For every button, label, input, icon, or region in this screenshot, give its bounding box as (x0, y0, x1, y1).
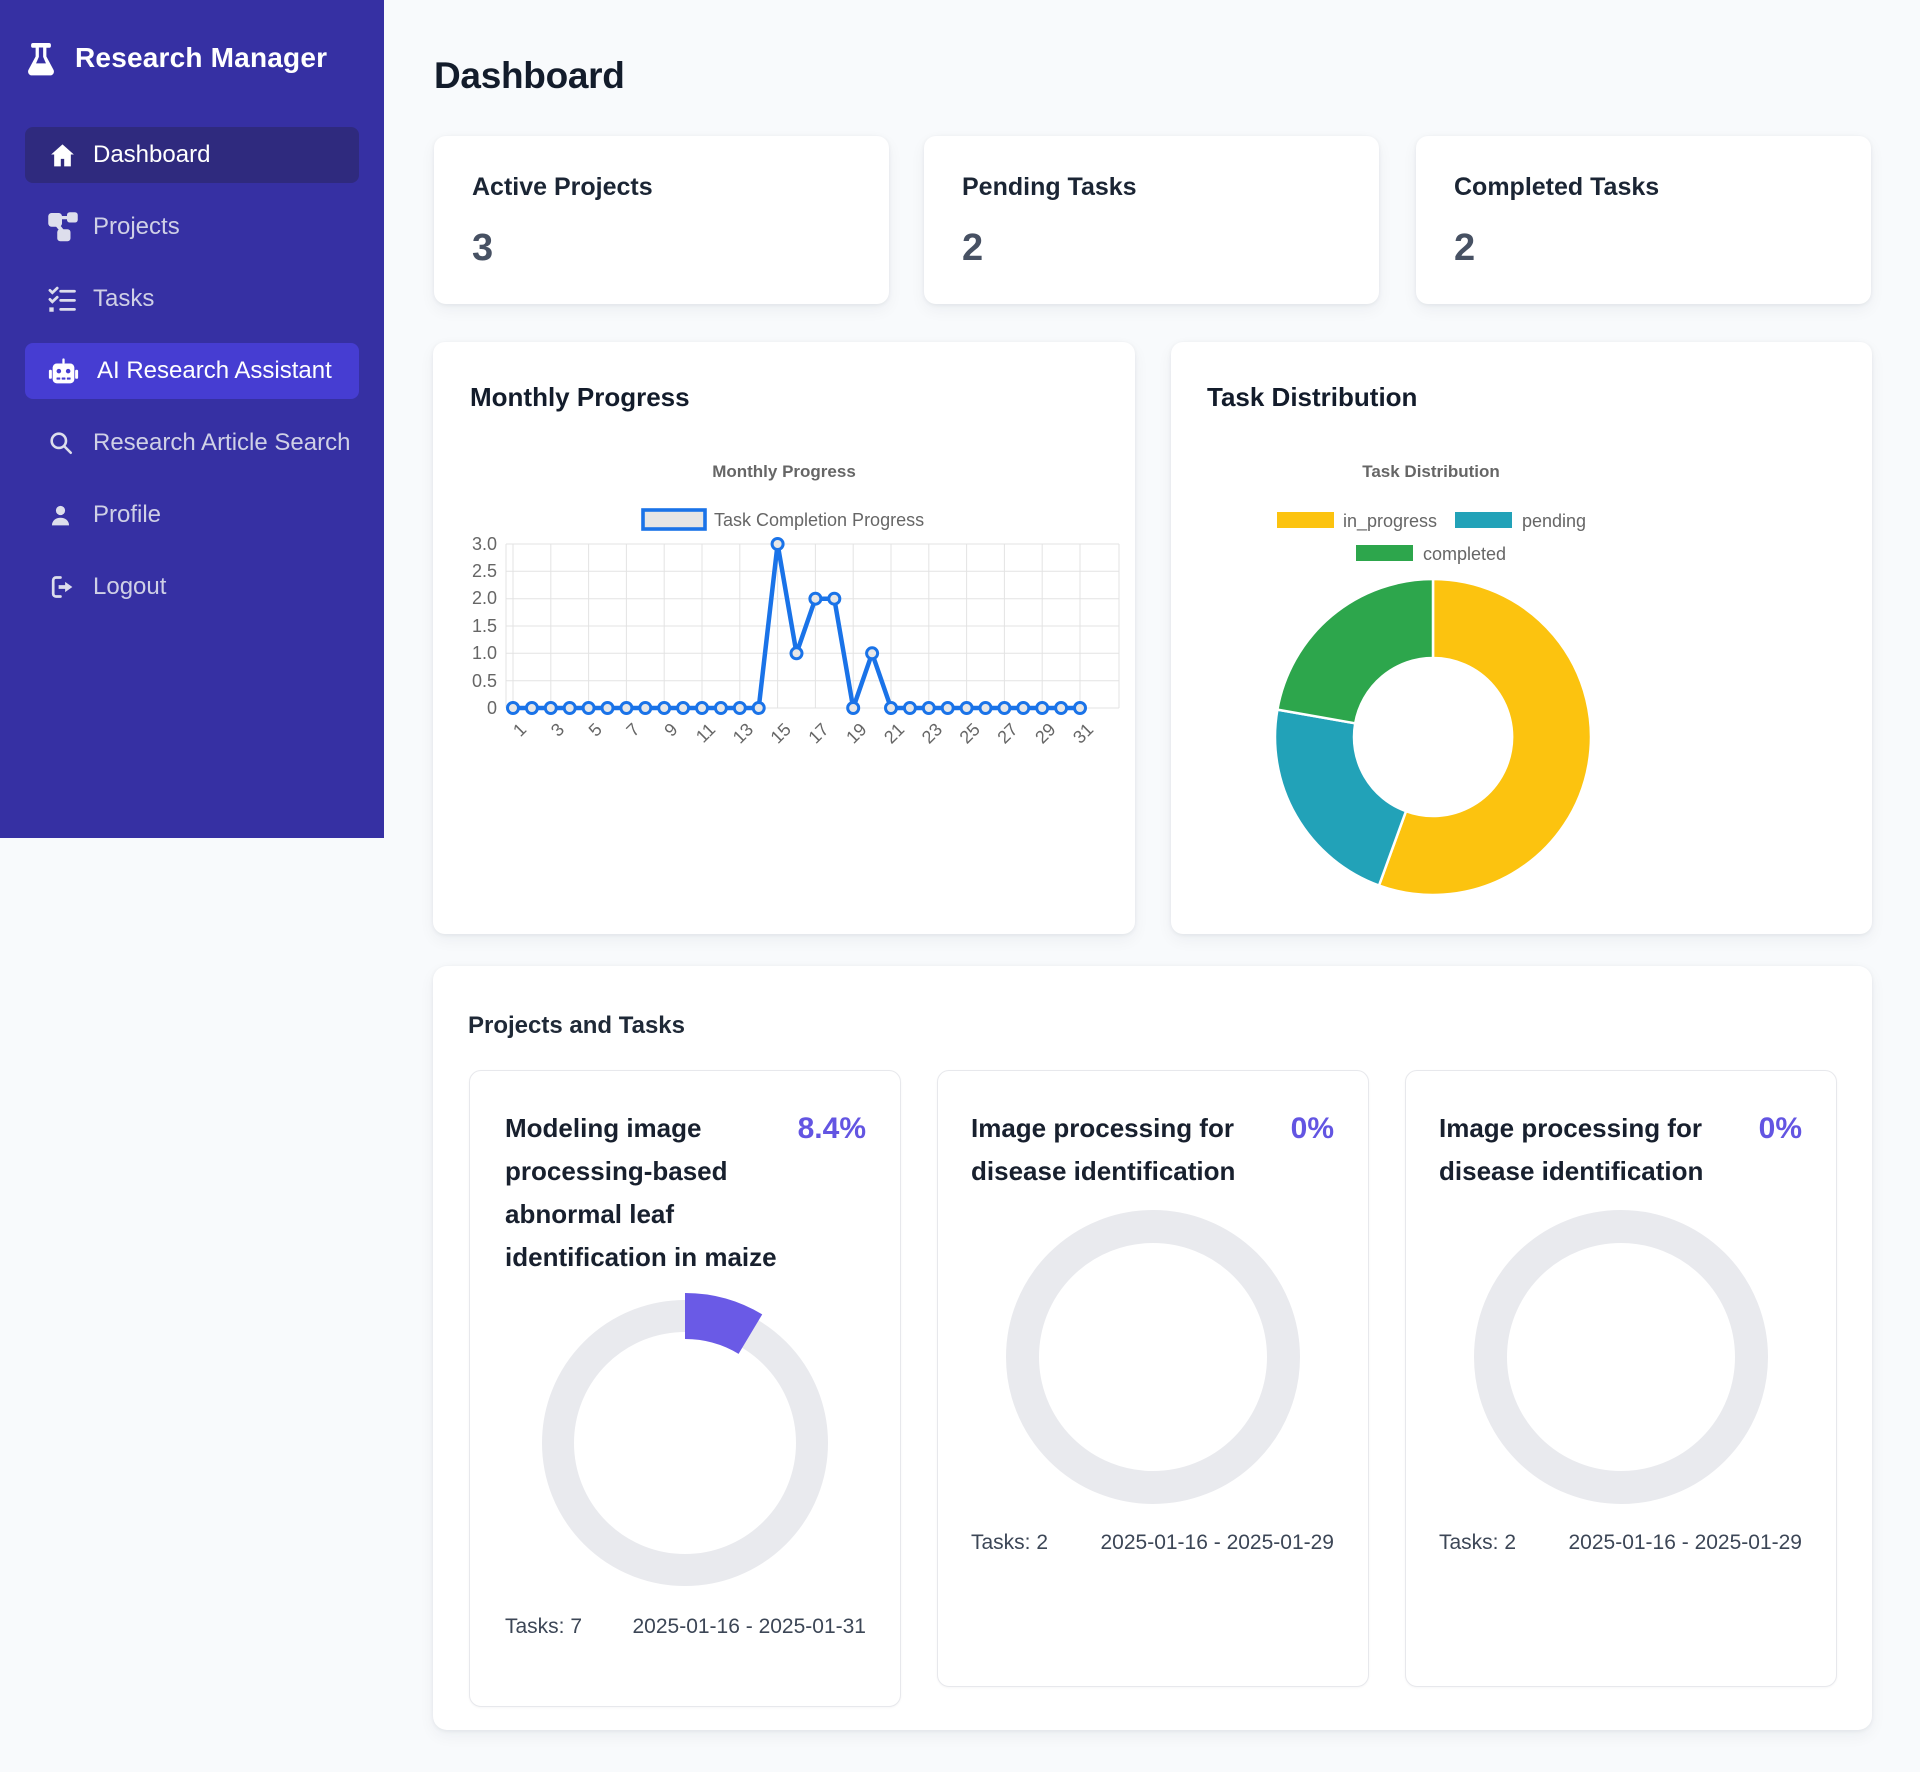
svg-text:2.5: 2.5 (472, 561, 497, 581)
svg-text:17: 17 (804, 719, 832, 747)
svg-text:21: 21 (880, 719, 908, 747)
svg-text:27: 27 (993, 719, 1021, 747)
svg-text:1.5: 1.5 (472, 616, 497, 636)
svg-text:2.0: 2.0 (472, 588, 497, 608)
svg-text:29: 29 (1031, 719, 1059, 747)
svg-text:0.5: 0.5 (472, 671, 497, 691)
svg-text:9: 9 (660, 719, 681, 740)
svg-text:11: 11 (692, 719, 719, 746)
svg-text:in_progress: in_progress (1343, 511, 1437, 532)
svg-text:25: 25 (956, 719, 984, 747)
svg-text:5: 5 (585, 719, 606, 740)
svg-text:3: 3 (547, 719, 568, 740)
svg-text:7: 7 (622, 719, 643, 740)
svg-text:completed: completed (1423, 544, 1506, 564)
svg-text:13: 13 (729, 719, 757, 747)
svg-text:23: 23 (918, 719, 946, 747)
svg-text:0: 0 (487, 698, 497, 718)
svg-text:Task Distribution: Task Distribution (1362, 462, 1500, 481)
svg-text:1.0: 1.0 (472, 643, 497, 663)
svg-text:Monthly Progress: Monthly Progress (712, 462, 856, 481)
svg-text:1: 1 (509, 719, 530, 740)
svg-text:31: 31 (1069, 719, 1097, 747)
svg-text:19: 19 (842, 719, 870, 747)
svg-text:pending: pending (1522, 511, 1586, 531)
svg-text:Task Completion Progress: Task Completion Progress (714, 510, 924, 530)
svg-text:15: 15 (767, 719, 795, 747)
svg-text:3.0: 3.0 (472, 534, 497, 554)
